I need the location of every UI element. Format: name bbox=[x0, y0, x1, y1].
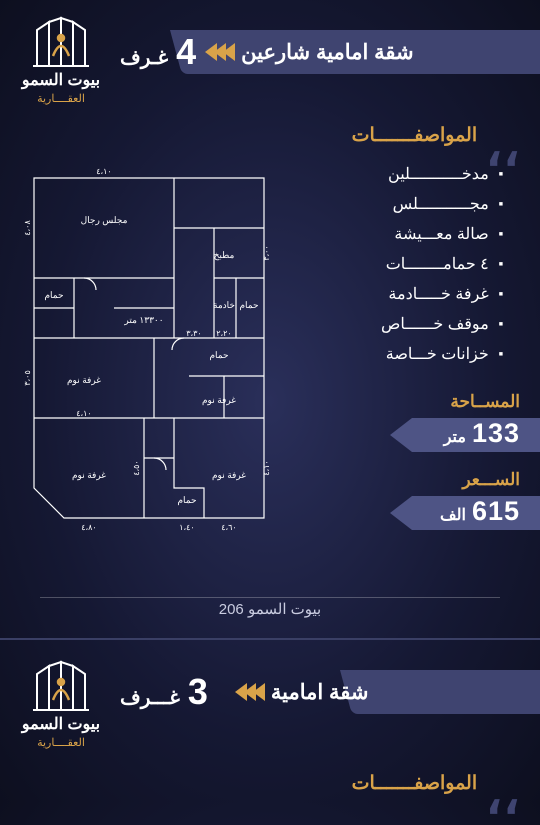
brand-sub: العقــــارية bbox=[16, 92, 106, 105]
svg-text:٣،٠٥: ٣،٠٥ bbox=[24, 370, 32, 385]
quote-icon: ،، bbox=[485, 782, 520, 809]
svg-text:٤،٠٨: ٤،٠٨ bbox=[24, 220, 32, 236]
svg-text:حمام: حمام bbox=[239, 300, 258, 311]
apartment-card-1: بيوت السمو العقــــارية شقة امامية شارعي… bbox=[0, 0, 540, 640]
svg-text:غرفة نوم: غرفة نوم bbox=[202, 395, 236, 406]
building-icon bbox=[31, 16, 91, 68]
svg-text:٤،٥٠: ٤،٥٠ bbox=[132, 460, 141, 475]
footer-code: بيوت السمو 206 bbox=[0, 600, 540, 618]
floorplan: مجلس رجال مطبخ خادمة حمام حمام ١٣٣٠٠ متر… bbox=[24, 158, 274, 538]
chevron-icon bbox=[208, 43, 235, 61]
svg-text:حمام: حمام bbox=[44, 290, 63, 301]
svg-text:خادمة: خادمة bbox=[213, 300, 235, 310]
specs-list: مدخـــــــــــلين مجـــــــــــلس صالة م… bbox=[381, 160, 506, 370]
specs-title: المواصفـــــــات bbox=[352, 772, 478, 795]
brand-name: بيوت السمو bbox=[16, 714, 106, 734]
specs-header: ،، المواصفـــــــات bbox=[352, 110, 520, 161]
spec-item: مجـــــــــــلس bbox=[381, 190, 506, 220]
area-unit: متر bbox=[444, 427, 466, 447]
brand-sub: العقــــارية bbox=[16, 736, 106, 749]
svg-text:غرفة نوم: غرفة نوم bbox=[72, 470, 106, 481]
rooms-label: غـرف bbox=[120, 45, 168, 70]
footer-divider bbox=[40, 597, 500, 598]
area-value: 133 bbox=[472, 418, 520, 449]
building-icon bbox=[31, 660, 91, 712]
rooms-number: 4 bbox=[176, 31, 196, 73]
apartment-title: شقة امامية شارعين bbox=[241, 40, 435, 65]
chevron-icon bbox=[238, 683, 265, 701]
svg-text:١٣٣٠٠ متر: ١٣٣٠٠ متر bbox=[123, 315, 163, 326]
svg-text:٤،٨٠: ٤،٨٠ bbox=[81, 523, 96, 532]
svg-text:٤،١٠: ٤،١٠ bbox=[76, 409, 91, 418]
svg-text:٣،٣٠: ٣،٣٠ bbox=[186, 329, 201, 338]
area-label: المســاحة bbox=[370, 392, 520, 412]
spec-item: صالة معـــيشة bbox=[381, 220, 506, 250]
svg-text:٤،١٠: ٤،١٠ bbox=[96, 167, 111, 176]
brand-logo: بيوت السمو العقــــارية bbox=[16, 16, 106, 105]
rooms-count: 4 غـرف bbox=[120, 31, 196, 73]
spec-item: مدخـــــــــــلين bbox=[381, 160, 506, 190]
svg-text:حمام: حمام bbox=[177, 495, 196, 506]
spec-item: موقف خــــــاص bbox=[381, 310, 506, 340]
apartment-title: شقة امامية bbox=[271, 680, 391, 705]
apartment-card-2: بيوت السمو العقــــارية شقة امامية 3 غــ… bbox=[0, 640, 540, 800]
rooms-label: غـــرف bbox=[120, 685, 180, 710]
rooms-count: 3 غـــرف bbox=[120, 671, 208, 713]
specs-title: المواصفـــــــات bbox=[352, 124, 478, 147]
svg-text:حمام: حمام bbox=[209, 350, 228, 361]
brand-logo: بيوت السمو العقــــارية bbox=[16, 660, 106, 749]
svg-text:مجلس رجال: مجلس رجال bbox=[81, 215, 128, 226]
svg-text:مطبخ: مطبخ bbox=[214, 250, 235, 261]
price-label: الســـعر bbox=[370, 470, 520, 490]
area-metric: المســاحة 133 متر bbox=[370, 392, 520, 452]
spec-item: ٤ حمامــــــــات bbox=[381, 250, 506, 280]
price-pill: 615 الف bbox=[390, 496, 540, 530]
price-metric: الســـعر 615 الف bbox=[370, 470, 520, 530]
svg-text:٣،٠٠: ٣،٠٠ bbox=[262, 245, 271, 260]
quote-icon: ،، bbox=[485, 134, 520, 161]
title-bar: شقة امامية شارعين 4 غـرف bbox=[120, 30, 540, 74]
spec-item: خزانات خـــاصة bbox=[381, 340, 506, 370]
title-bar: شقة امامية 3 غـــرف bbox=[120, 670, 540, 714]
spec-item: غرفة خـــــادمة bbox=[381, 280, 506, 310]
svg-text:غرفة نوم: غرفة نوم bbox=[67, 375, 101, 386]
area-pill: 133 متر bbox=[390, 418, 540, 452]
svg-text:٤،١٠: ٤،١٠ bbox=[262, 460, 271, 475]
svg-text:٤،٦٠: ٤،٦٠ bbox=[221, 523, 236, 532]
specs-header: ،، المواصفـــــــات bbox=[352, 758, 520, 809]
svg-text:٢،٢٠: ٢،٢٠ bbox=[216, 329, 231, 338]
rooms-number: 3 bbox=[188, 671, 208, 713]
price-unit: الف bbox=[440, 505, 466, 525]
svg-text:غرفة نوم: غرفة نوم bbox=[212, 470, 246, 481]
svg-text:١،٤٠: ١،٤٠ bbox=[179, 523, 194, 532]
brand-name: بيوت السمو bbox=[16, 70, 106, 90]
price-value: 615 bbox=[472, 496, 520, 527]
